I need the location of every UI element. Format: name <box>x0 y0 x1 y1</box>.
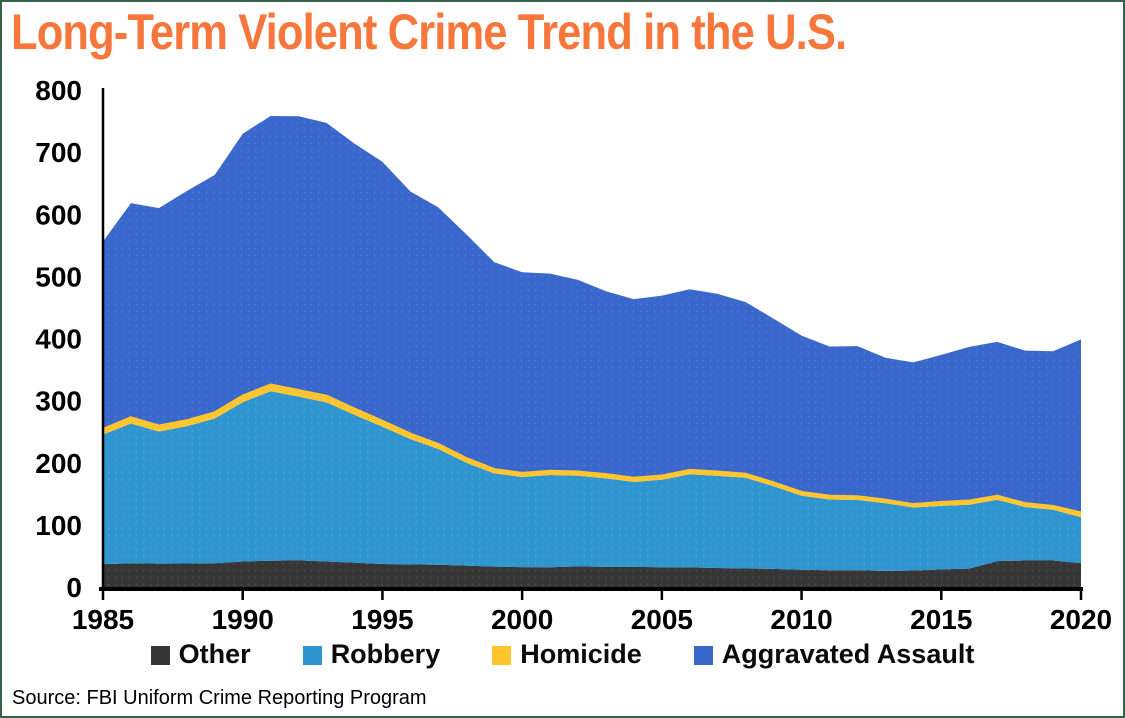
area-texture-overlay <box>103 116 1081 587</box>
y-tick-label: 500 <box>35 261 82 292</box>
y-tick-label: 0 <box>66 572 82 603</box>
x-tick-label: 1985 <box>72 604 134 635</box>
legend-swatch-aggravated-assault <box>693 646 713 665</box>
legend-label-homicide: Homicide <box>520 639 642 669</box>
y-tick-label: 100 <box>35 510 82 541</box>
chart-legend: Other Robbery Homicide Aggravated Assaul… <box>2 639 1123 670</box>
legend-swatch-other <box>150 646 170 665</box>
legend-label-robbery: Robbery <box>330 639 441 669</box>
legend-item-homicide: Homicide <box>492 639 642 670</box>
homicide-top-line <box>102 383 1082 515</box>
legend-swatch-robbery <box>302 646 322 665</box>
y-tick-label: 700 <box>35 137 82 168</box>
legend-item-other: Other <box>150 639 251 670</box>
x-tick-label: 1990 <box>212 604 274 635</box>
x-tick-label: 2005 <box>631 604 693 635</box>
y-tick-label: 800 <box>35 75 82 106</box>
legend-item-robbery: Robbery <box>302 639 441 670</box>
page-title: Long-Term Violent Crime Trend in the U.S… <box>11 4 847 60</box>
x-tick-label: 2015 <box>910 604 972 635</box>
legend-item-aggravated-assault: Aggravated Assault <box>693 639 975 670</box>
x-tick-label: 1995 <box>351 604 413 635</box>
y-tick-label: 600 <box>35 199 82 230</box>
x-tick-label: 2020 <box>1050 604 1112 635</box>
y-tick-label: 200 <box>35 448 82 479</box>
source-note: Source: FBI Uniform Crime Reporting Prog… <box>12 687 427 709</box>
y-tick-label: 400 <box>35 324 82 355</box>
legend-label-other: Other <box>178 639 251 669</box>
x-tick-label: 2000 <box>491 604 553 635</box>
legend-swatch-homicide <box>492 646 512 665</box>
y-tick-label: 300 <box>35 386 82 417</box>
x-tick-label: 2010 <box>770 604 832 635</box>
legend-label-aggravated-assault: Aggravated Assault <box>721 639 975 669</box>
